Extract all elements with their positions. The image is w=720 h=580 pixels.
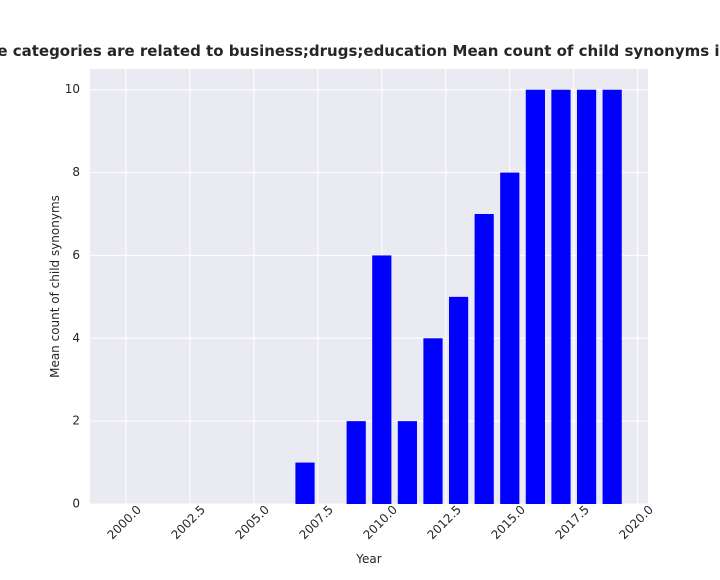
x-tick-label: 2007.5 xyxy=(296,503,336,543)
bar xyxy=(448,296,469,504)
bar xyxy=(346,421,366,504)
bar xyxy=(423,338,443,504)
x-tick-label: 2000.0 xyxy=(104,503,144,543)
x-tick-label: 2020.0 xyxy=(616,503,656,543)
chart-title: Websites whose categories are related to… xyxy=(0,42,720,60)
bar xyxy=(525,89,545,504)
y-tick-label: 4 xyxy=(72,331,80,345)
y-tick-label: 10 xyxy=(65,82,80,96)
bar xyxy=(602,89,622,504)
bar xyxy=(372,255,392,504)
y-tick-label: 8 xyxy=(72,165,80,179)
x-tick-label: 2010.0 xyxy=(360,503,400,543)
y-axis-label: Mean count of child synonyms xyxy=(48,195,62,378)
bar xyxy=(474,214,494,504)
bars xyxy=(295,89,622,505)
x-tick-label: 2005.0 xyxy=(232,503,272,543)
bar xyxy=(295,462,315,504)
y-tick-label: 6 xyxy=(72,248,80,262)
bar xyxy=(551,89,571,504)
bar xyxy=(397,421,417,504)
x-tick-label: 2015.0 xyxy=(488,503,528,543)
bar xyxy=(500,172,520,505)
y-tick-label: 0 xyxy=(72,497,80,511)
y-tick-label: 2 xyxy=(72,414,80,428)
x-axis-label: Year xyxy=(355,552,381,566)
x-tick-label: 2012.5 xyxy=(424,503,464,543)
bar xyxy=(576,89,597,504)
x-tick-label: 2017.5 xyxy=(552,503,592,543)
x-tick-label: 2002.5 xyxy=(168,503,208,543)
